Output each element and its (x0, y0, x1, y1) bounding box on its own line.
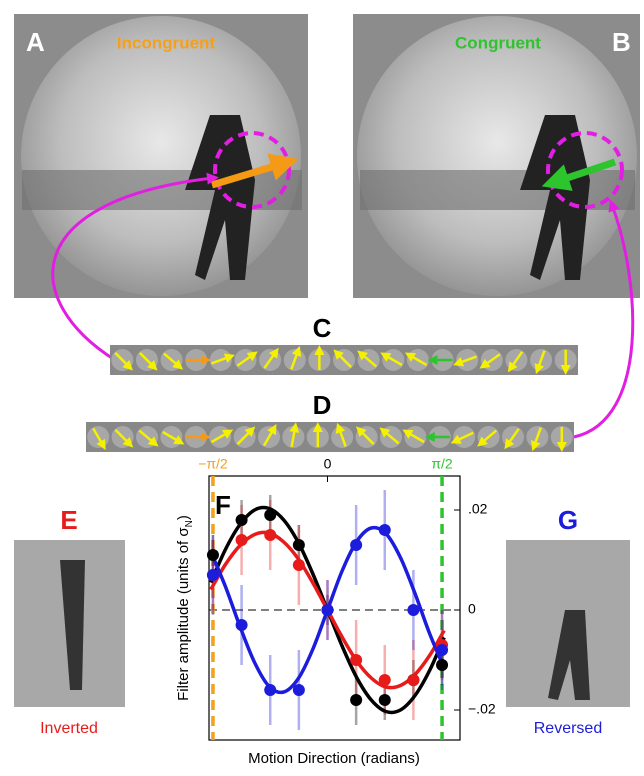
panel-a: A Incongruent (14, 14, 308, 298)
data-point (407, 674, 419, 686)
x-tick-label: π/2 (431, 456, 453, 472)
data-point (264, 529, 276, 541)
data-point (293, 559, 305, 571)
filter-strip (86, 422, 574, 452)
panel-label: B (612, 27, 631, 57)
figure: A Incongruent B Congruent C D E Inverted… (0, 0, 644, 771)
panel-label: E (60, 505, 77, 535)
data-point (436, 659, 448, 671)
y-axis-label-text: Filter amplitude (units of σ (175, 527, 192, 701)
panel-caption: Reversed (534, 720, 602, 737)
panel-label: F (215, 490, 231, 520)
y-tick-label: 0 (468, 601, 476, 617)
data-point (264, 509, 276, 521)
panel-label: C (313, 313, 332, 343)
data-point (321, 604, 333, 616)
y-tick-label: −.02 (468, 701, 496, 717)
data-point (293, 539, 305, 551)
panel-caption: Congruent (455, 33, 541, 52)
data-point (264, 684, 276, 696)
photo (21, 16, 301, 296)
panel-caption: Incongruent (117, 33, 216, 52)
y-axis-label: Filter amplitude (units of σN) (175, 515, 195, 701)
x-tick-label: 0 (324, 456, 332, 472)
data-point (350, 654, 362, 666)
data-point (236, 514, 248, 526)
data-point (379, 674, 391, 686)
photo (357, 16, 637, 296)
x-tick-label: −π/2 (198, 456, 228, 472)
panel-label: A (26, 27, 45, 57)
data-point (236, 619, 248, 631)
data-point (407, 604, 419, 616)
panel-label: D (313, 390, 332, 420)
page: A Incongruent B Congruent C D E Inverted… (0, 0, 644, 776)
filter-strip (110, 345, 578, 375)
panel-e: E Inverted (14, 505, 125, 737)
panel-caption: Inverted (40, 720, 98, 737)
x-axis-label: Motion Direction (radians) (248, 750, 420, 767)
data-point (207, 569, 219, 581)
data-point (379, 694, 391, 706)
data-point (207, 549, 219, 561)
data-point (293, 684, 305, 696)
data-point (379, 524, 391, 536)
panel-label: G (558, 505, 578, 535)
chart: F Motion Direction (radians) Filter ampl… (175, 456, 496, 767)
photo-train (22, 170, 302, 210)
y-tick-label: .02 (468, 501, 488, 517)
strip-bg (86, 422, 574, 452)
y-axis-label-end: ) (175, 515, 192, 520)
data-point (350, 539, 362, 551)
panel-b: B Congruent (353, 14, 640, 298)
data-point (350, 694, 362, 706)
data-point (236, 534, 248, 546)
panel-g: G Reversed (506, 505, 630, 737)
data-point (436, 644, 448, 656)
y-axis-label-sub: N (184, 520, 195, 527)
